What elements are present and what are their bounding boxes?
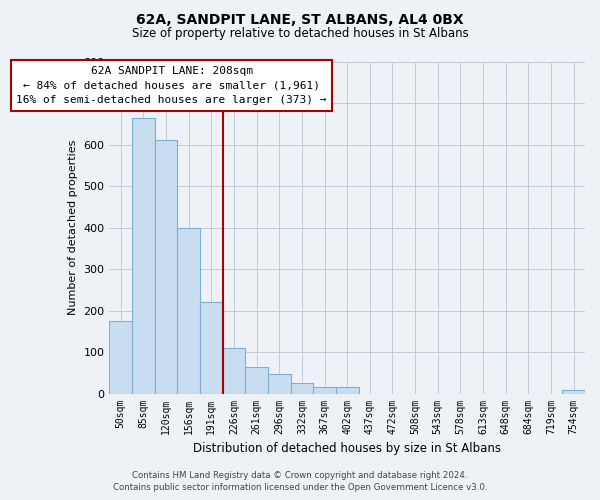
Bar xyxy=(132,118,155,394)
Text: Size of property relative to detached houses in St Albans: Size of property relative to detached ho… xyxy=(131,28,469,40)
Y-axis label: Number of detached properties: Number of detached properties xyxy=(68,140,78,315)
Bar xyxy=(178,228,200,394)
Bar xyxy=(245,368,268,394)
Bar xyxy=(268,374,290,394)
Text: 62A, SANDPIT LANE, ST ALBANS, AL4 0BX: 62A, SANDPIT LANE, ST ALBANS, AL4 0BX xyxy=(136,12,464,26)
Bar xyxy=(200,302,223,394)
Bar xyxy=(562,390,585,394)
Bar xyxy=(109,321,132,394)
Bar xyxy=(155,140,178,394)
Bar xyxy=(223,348,245,394)
Text: 62A SANDPIT LANE: 208sqm
← 84% of detached houses are smaller (1,961)
16% of sem: 62A SANDPIT LANE: 208sqm ← 84% of detach… xyxy=(16,66,327,106)
Bar xyxy=(313,388,336,394)
Bar xyxy=(290,383,313,394)
Text: Contains HM Land Registry data © Crown copyright and database right 2024.
Contai: Contains HM Land Registry data © Crown c… xyxy=(113,471,487,492)
Bar xyxy=(336,388,359,394)
X-axis label: Distribution of detached houses by size in St Albans: Distribution of detached houses by size … xyxy=(193,442,501,455)
